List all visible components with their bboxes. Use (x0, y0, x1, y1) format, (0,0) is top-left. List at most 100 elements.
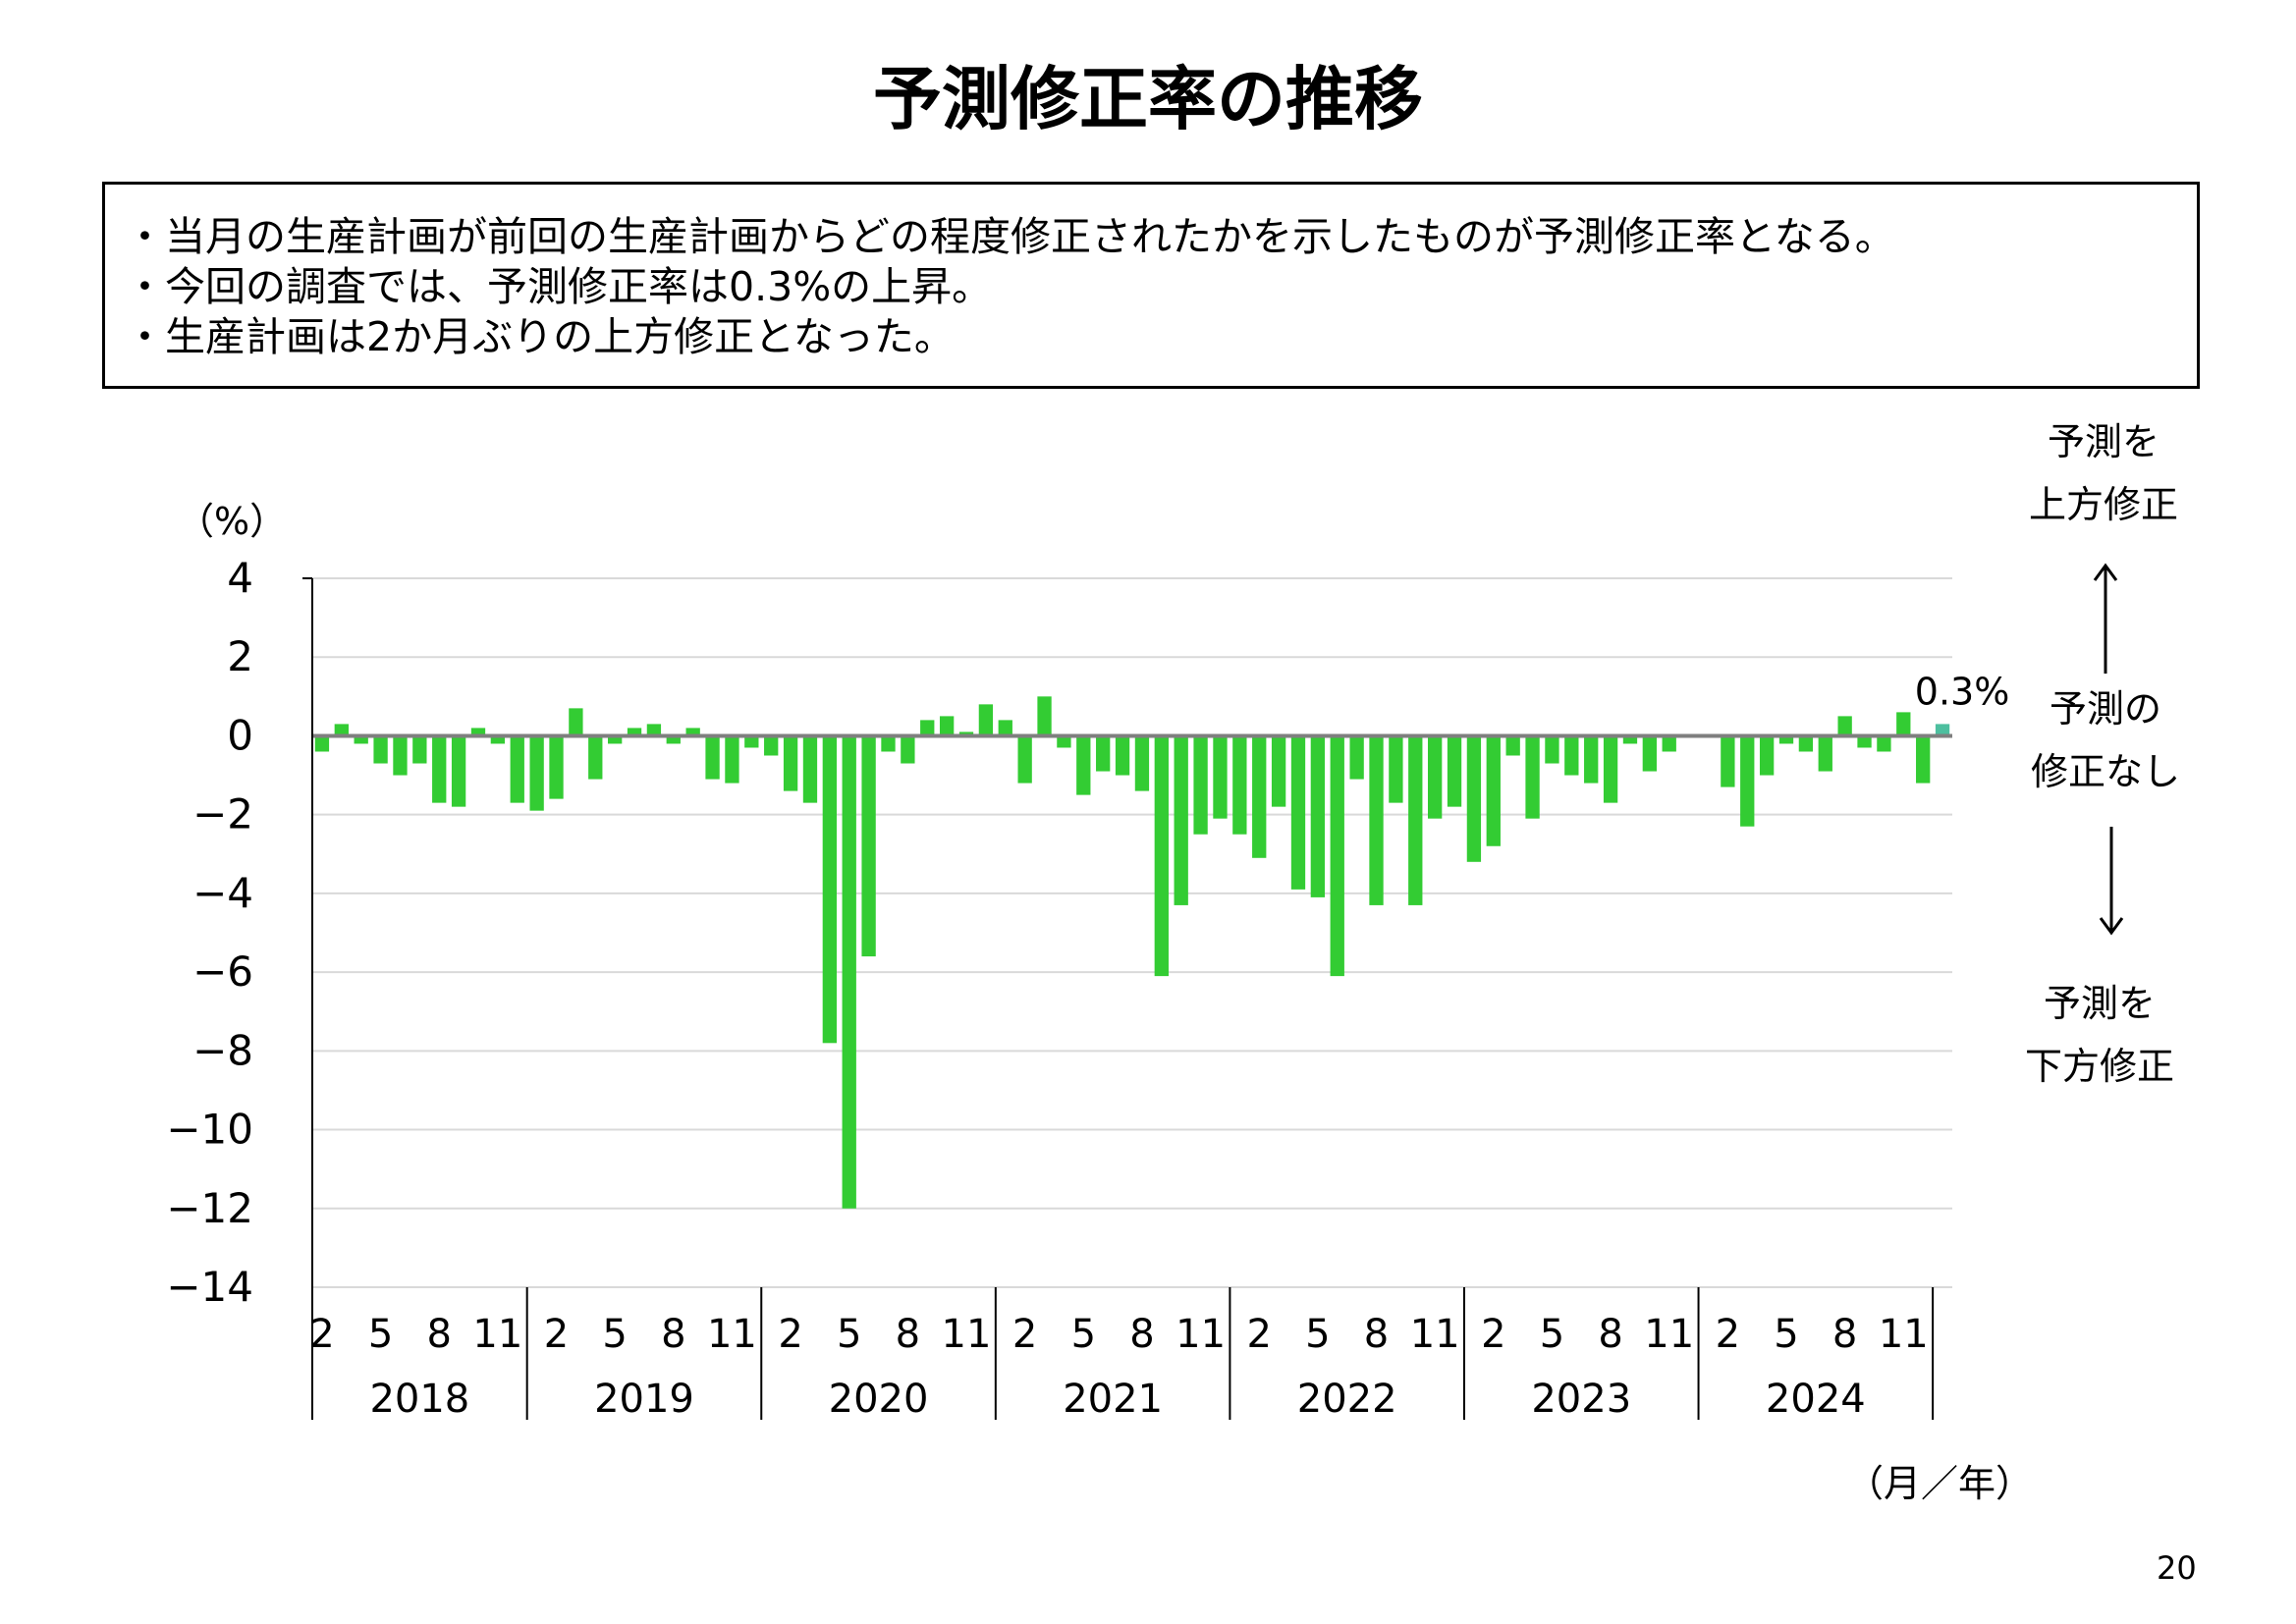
y-tick-label: 2 (227, 632, 253, 680)
bar (979, 704, 993, 735)
month-tick-label: 5 (1305, 1312, 1330, 1357)
bar (1877, 735, 1890, 751)
bar (1604, 735, 1617, 802)
bar (784, 735, 797, 790)
month-tick-label: 8 (426, 1312, 451, 1357)
bar (823, 735, 837, 1043)
bar (1155, 735, 1169, 976)
month-tick-label: 2 (309, 1312, 334, 1357)
bar (1564, 735, 1578, 775)
year-label: 2024 (1766, 1377, 1866, 1422)
month-tick-label: 5 (1071, 1312, 1096, 1357)
bar (1916, 735, 1930, 783)
bar (725, 735, 738, 783)
month-tick-label: 8 (1364, 1312, 1389, 1357)
month-tick-label: 8 (896, 1312, 920, 1357)
month-tick-label: 8 (1598, 1312, 1622, 1357)
bar (1663, 735, 1676, 751)
arrow-down-icon (2101, 827, 2122, 933)
y-tick-label: −10 (166, 1106, 253, 1154)
bar (529, 735, 543, 810)
year-label: 2018 (369, 1377, 469, 1422)
month-tick-label: 2 (1481, 1312, 1505, 1357)
bar (843, 735, 856, 1208)
bar (1448, 735, 1461, 806)
bar (1175, 735, 1188, 904)
month-tick-label: 2 (778, 1312, 802, 1357)
page-number: 20 (2157, 1549, 2197, 1587)
bar (1837, 716, 1851, 735)
bar (1213, 735, 1227, 818)
month-tick-label: 11 (1879, 1312, 1929, 1357)
bar (940, 716, 954, 735)
year-label: 2020 (829, 1377, 929, 1422)
bar (1643, 735, 1657, 771)
year-label: 2019 (594, 1377, 694, 1422)
bar (1760, 735, 1774, 775)
month-tick-label: 11 (1175, 1312, 1226, 1357)
month-tick-label: 5 (368, 1312, 393, 1357)
bar (1272, 735, 1285, 806)
bar (1896, 712, 1910, 735)
bar (1506, 735, 1520, 755)
y-tick-label: 4 (227, 554, 253, 602)
month-tick-label: 5 (602, 1312, 627, 1357)
bar (1349, 735, 1363, 779)
latest-value-annotation: 0.3% (1915, 670, 2010, 713)
bar (1193, 735, 1207, 834)
bar (803, 735, 817, 802)
bar (432, 735, 446, 802)
month-tick-label: 11 (1644, 1312, 1694, 1357)
month-tick-label: 2 (1716, 1312, 1740, 1357)
month-tick-label: 11 (942, 1312, 992, 1357)
bar (999, 720, 1012, 735)
chart-area: 420−2−4−6−8−10−12−142 5 8 1120182 5 8 1120192 5… (0, 0, 2296, 1624)
month-tick-label: 11 (1410, 1312, 1460, 1357)
month-tick-label: 8 (1129, 1312, 1154, 1357)
bar (1369, 735, 1383, 904)
bar (1116, 735, 1129, 775)
bar (1389, 735, 1402, 802)
bar (764, 735, 778, 755)
bar (1584, 735, 1598, 783)
bar (1252, 735, 1266, 857)
bar (452, 735, 465, 806)
bar (1096, 735, 1110, 771)
bar (861, 735, 875, 956)
bar (1311, 735, 1325, 896)
bar (901, 735, 914, 763)
year-label: 2021 (1063, 1377, 1163, 1422)
bar (511, 735, 524, 802)
y-tick-label: 0 (227, 711, 253, 759)
bar (1819, 735, 1832, 771)
bar (1545, 735, 1558, 763)
bar (569, 708, 582, 735)
arrow-up-icon (2095, 566, 2116, 674)
year-label: 2022 (1297, 1377, 1397, 1422)
year-label: 2023 (1531, 1377, 1631, 1422)
month-tick-label: 8 (1832, 1312, 1857, 1357)
bar (393, 735, 407, 775)
bar (705, 735, 719, 779)
bar (412, 735, 426, 763)
bar (1037, 696, 1051, 735)
bar (1017, 735, 1031, 783)
bar (588, 735, 602, 779)
bar (315, 735, 329, 751)
bar (920, 720, 934, 735)
bar (1408, 735, 1422, 904)
bar (1076, 735, 1090, 794)
month-tick-label: 11 (707, 1312, 757, 1357)
y-tick-label: −6 (192, 947, 253, 996)
bar (1428, 735, 1442, 818)
bar (1487, 735, 1501, 845)
bar (1331, 735, 1344, 976)
month-tick-label: 2 (544, 1312, 569, 1357)
month-tick-label: 5 (837, 1312, 861, 1357)
bar (549, 735, 563, 798)
bar (1799, 735, 1813, 751)
month-tick-label: 5 (1540, 1312, 1564, 1357)
y-tick-label: −8 (192, 1026, 253, 1074)
month-tick-label: 8 (661, 1312, 685, 1357)
y-tick-label: −2 (192, 790, 253, 839)
